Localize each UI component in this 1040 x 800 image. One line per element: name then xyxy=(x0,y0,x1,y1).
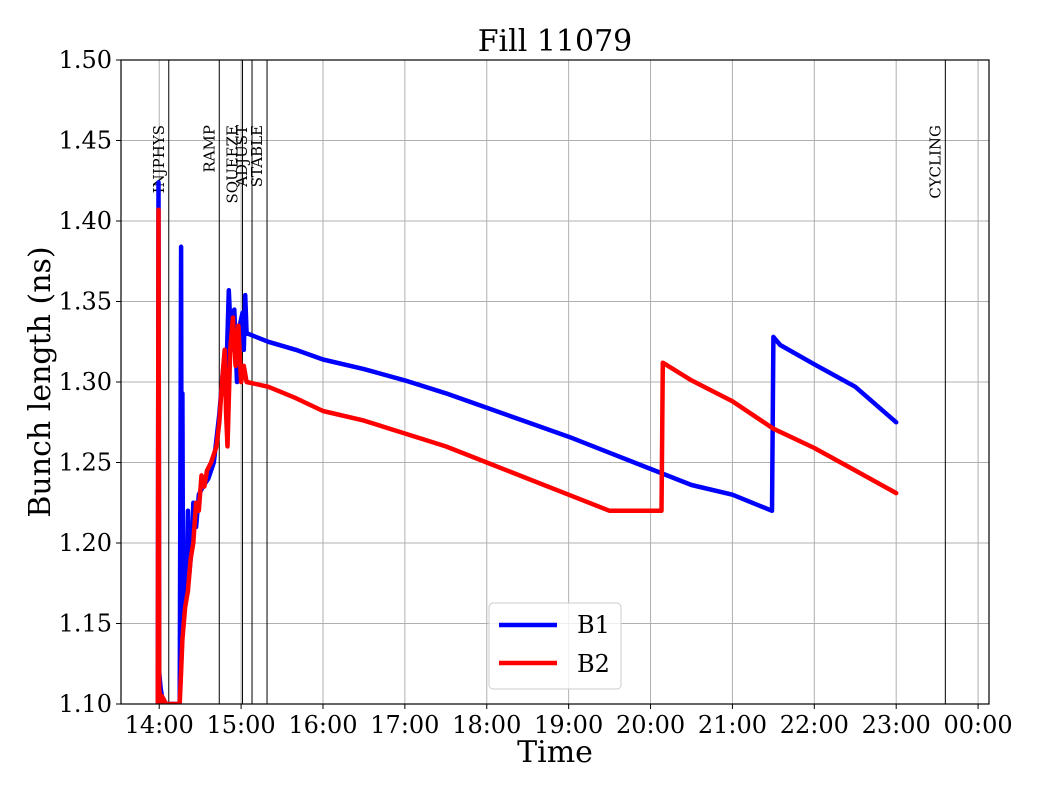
x-tick-label: 15:00 xyxy=(207,711,276,739)
y-tick-label: 1.30 xyxy=(59,368,112,396)
phase-label-cycling: CYCLING xyxy=(926,125,944,199)
x-tick-label: 23:00 xyxy=(862,711,931,739)
x-tick-label: 17:00 xyxy=(370,711,439,739)
x-tick-label: 20:00 xyxy=(616,711,685,739)
x-tick-label: 19:00 xyxy=(534,711,603,739)
y-tick-label: 1.35 xyxy=(59,288,112,316)
x-tick-label: 14:00 xyxy=(125,711,194,739)
legend: B1 B2 xyxy=(488,602,622,690)
x-axis-label: Time xyxy=(517,735,593,770)
phase-label-squeeze: SQUEEZE xyxy=(223,125,241,204)
chart-title: Fill 11079 xyxy=(478,24,633,59)
y-tick-label: 1.50 xyxy=(59,46,112,74)
y-tick-label: 1.25 xyxy=(59,449,112,477)
legend-label-b2: B2 xyxy=(577,650,610,678)
series-line-b2 xyxy=(155,207,899,704)
y-axis-label: Bunch length (ns) xyxy=(23,246,58,517)
axis-ticks: 14:00 15:00 16:00 17:00 18:00 19:00 20:00 21:00… xyxy=(59,46,1013,739)
y-tick-label: 1.40 xyxy=(59,207,112,235)
y-tick-label: 1.20 xyxy=(59,529,112,557)
y-tick-label: 1.15 xyxy=(59,610,112,638)
phase-label-injphys: INJPHYS xyxy=(150,125,168,193)
y-tick-label: 1.10 xyxy=(59,690,112,718)
phase-label-stable: STABLE xyxy=(248,125,266,187)
x-tick-label: 22:00 xyxy=(780,711,849,739)
phase-label-ramp: RAMP xyxy=(200,125,218,173)
legend-label-b1: B1 xyxy=(577,611,610,639)
y-tick-label: 1.45 xyxy=(59,127,112,155)
x-tick-label: 00:00 xyxy=(943,711,1012,739)
series-group xyxy=(155,180,899,704)
phase-label-adjust: ADJUST xyxy=(233,125,251,188)
x-tick-label: 18:00 xyxy=(452,711,521,739)
x-tick-label: 21:00 xyxy=(698,711,767,739)
x-tick-label: 16:00 xyxy=(288,711,357,739)
